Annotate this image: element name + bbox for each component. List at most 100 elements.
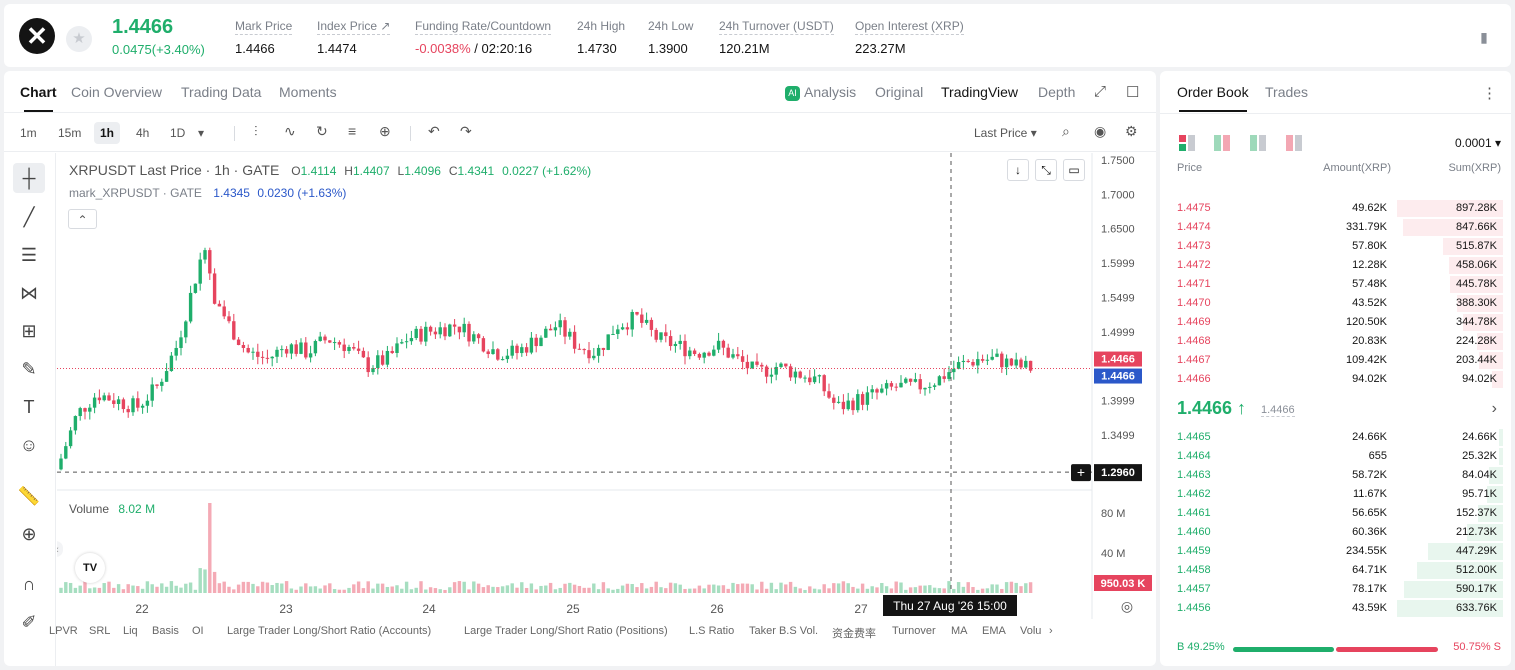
replay-icon[interactable]: ↻: [316, 123, 328, 139]
tab-original[interactable]: Original: [875, 84, 924, 100]
price-chart[interactable]: 1.7500 1.7000 1.6500 1.5999 1.5499 1.4999 1.39…: [57, 153, 1156, 619]
brush-tool-icon[interactable]: ✎: [21, 359, 37, 379]
redo-icon[interactable]: ↷: [460, 123, 472, 139]
settings-icon[interactable]: ⚙: [1125, 123, 1138, 139]
stat-label[interactable]: Index Price ↗: [317, 19, 391, 35]
edit-tool-icon[interactable]: ✐: [21, 612, 37, 632]
precision-select[interactable]: 0.0001 ▾: [1454, 136, 1501, 150]
ask-row[interactable]: 1.4466 94.02K 94.02K: [1160, 370, 1511, 389]
pattern-tool-icon[interactable]: ⋈: [20, 283, 38, 303]
search-icon[interactable]: ⌕: [1062, 123, 1070, 139]
tab-depth[interactable]: Depth: [1038, 84, 1076, 100]
indicator-item[interactable]: ›: [1049, 625, 1053, 637]
bid-row[interactable]: 1.4465 24.66K 24.66K: [1160, 428, 1511, 447]
indicator-item[interactable]: Taker B.S Vol.: [749, 625, 819, 637]
camera-icon[interactable]: ◉: [1094, 123, 1107, 139]
ask-row[interactable]: 1.4473 57.80K 515.87K: [1160, 237, 1511, 256]
tab-order-book[interactable]: Order Book: [1177, 84, 1249, 112]
indicator-item[interactable]: Basis: [152, 625, 179, 637]
magnet-tool-icon[interactable]: ∩: [22, 574, 36, 594]
indicator-item[interactable]: Large Trader Long/Short Ratio (Accounts): [227, 625, 432, 637]
timeframe-1m[interactable]: 1m: [20, 126, 37, 140]
layout-icon[interactable]: ≡: [348, 123, 357, 139]
horizontal-line-tool-icon[interactable]: ☰: [20, 245, 38, 265]
bid-row[interactable]: 1.4460 60.36K 212.73K: [1160, 523, 1511, 542]
timeframe-1h[interactable]: 1h: [94, 122, 121, 144]
ask-row[interactable]: 1.4475 49.62K 897.28K: [1160, 199, 1511, 218]
timeframe-15m[interactable]: 15m: [58, 126, 82, 140]
tab-tradingview[interactable]: TradingView: [941, 84, 1019, 100]
tab-chart[interactable]: Chart: [20, 84, 57, 112]
ask-row[interactable]: 1.4472 12.28K 458.06K: [1160, 256, 1511, 275]
ask-row[interactable]: 1.4468 20.83K 224.28K: [1160, 332, 1511, 351]
ask-row[interactable]: 1.4470 43.52K 388.30K: [1160, 294, 1511, 313]
timeframe-dropdown[interactable]: ▾: [198, 126, 205, 140]
timeframe-4h[interactable]: 4h: [136, 126, 150, 140]
indicator-icon[interactable]: ∿: [284, 123, 296, 139]
expand-icon[interactable]: ⤢: [1094, 83, 1107, 100]
indicator-item[interactable]: EMA: [982, 625, 1006, 637]
ruler-tool-icon[interactable]: 📏: [17, 486, 41, 506]
tab-trades[interactable]: Trades: [1265, 84, 1309, 100]
indicator-item[interactable]: L.S Ratio: [689, 625, 735, 637]
bid-row[interactable]: 1.4464 655 25.32K: [1160, 447, 1511, 466]
stat-label[interactable]: 24h Turnover (USDT): [719, 19, 834, 35]
tab-trading-data[interactable]: Trading Data: [181, 84, 262, 100]
price-type-select[interactable]: Last Price ▾: [974, 126, 1037, 140]
indicator-item[interactable]: Large Trader Long/Short Ratio (Positions…: [464, 625, 668, 637]
bid-row[interactable]: 1.4461 56.65K 152.37K: [1160, 504, 1511, 523]
more-icon[interactable]: ⋮: [1482, 85, 1497, 102]
view-both-icon[interactable]: [1179, 135, 1195, 151]
bid-row[interactable]: 1.4462 11.67K 95.71K: [1160, 485, 1511, 504]
zoom-tool-icon[interactable]: ⊕: [21, 524, 37, 544]
ask-row[interactable]: 1.4467 109.42K 203.44K: [1160, 351, 1511, 370]
indicator-item[interactable]: Liq: [123, 625, 138, 637]
bid-row[interactable]: 1.4463 58.72K 84.04K: [1160, 466, 1511, 485]
tradingview-logo-icon[interactable]: TV: [75, 553, 105, 583]
add-indicator-icon[interactable]: ⊕: [379, 123, 391, 139]
indicator-item[interactable]: LPVR: [49, 625, 78, 637]
indicator-item[interactable]: Volu: [1020, 625, 1042, 637]
volume-bar: [505, 585, 510, 593]
tab-moments[interactable]: Moments: [279, 84, 337, 100]
candle-type-icon[interactable]: ⫶: [254, 123, 258, 139]
tab-coin-overview[interactable]: Coin Overview: [71, 84, 163, 100]
bid-row[interactable]: 1.4459 234.55K 447.29K: [1160, 542, 1511, 561]
stat-label[interactable]: Open Interest (XRP): [855, 19, 964, 35]
stat-label[interactable]: Mark Price: [235, 19, 293, 35]
indicator-item[interactable]: MA: [951, 625, 968, 637]
candle-body: [476, 334, 481, 339]
window-icon[interactable]: ☐: [1126, 84, 1140, 101]
mid-arrow-icon[interactable]: ›: [1491, 400, 1497, 417]
stat-label[interactable]: Funding Rate/Countdown: [415, 19, 552, 35]
indicator-item[interactable]: SRL: [89, 625, 111, 637]
favorite-star-icon[interactable]: ★: [66, 26, 92, 52]
view-bids-icon[interactable]: [1250, 135, 1266, 151]
tab-analysis[interactable]: AI Analysis: [785, 84, 856, 101]
chart-window-icon[interactable]: ▭: [1063, 159, 1085, 181]
indicator-item[interactable]: 资金费率: [832, 628, 876, 640]
text-tool-icon[interactable]: T: [23, 397, 35, 417]
shrink-icon[interactable]: ⤡: [1035, 159, 1057, 181]
trendline-tool-icon[interactable]: ╱: [23, 207, 35, 227]
fib-tool-icon[interactable]: ⊞: [21, 321, 37, 341]
indicator-item[interactable]: Turnover: [892, 625, 936, 637]
bid-row[interactable]: 1.4457 78.17K 590.17K: [1160, 580, 1511, 599]
ask-row[interactable]: 1.4471 57.48K 445.78K: [1160, 275, 1511, 294]
view-asks-icon[interactable]: [1286, 135, 1302, 151]
candle-body: [380, 355, 385, 365]
bid-row[interactable]: 1.4456 43.59K 633.76K: [1160, 599, 1511, 618]
ask-row[interactable]: 1.4474 331.79K 847.66K: [1160, 218, 1511, 237]
view-split-icon[interactable]: [1214, 135, 1230, 151]
undo-icon[interactable]: ↶: [428, 123, 440, 139]
timeframe-1d[interactable]: 1D: [170, 126, 186, 140]
collapse-legend-button[interactable]: ⌃: [68, 209, 97, 229]
emoji-tool-icon[interactable]: ☺: [19, 435, 39, 455]
bid-row[interactable]: 1.4458 64.71K 512.00K: [1160, 561, 1511, 580]
volume-bar: [140, 588, 145, 593]
crosshair-tool-icon[interactable]: ┼: [13, 163, 45, 193]
download-icon[interactable]: ↓: [1007, 159, 1029, 181]
book-icon[interactable]: ▮: [1480, 29, 1488, 45]
ask-row[interactable]: 1.4469 120.50K 344.78K: [1160, 313, 1511, 332]
indicator-item[interactable]: OI: [192, 625, 204, 637]
